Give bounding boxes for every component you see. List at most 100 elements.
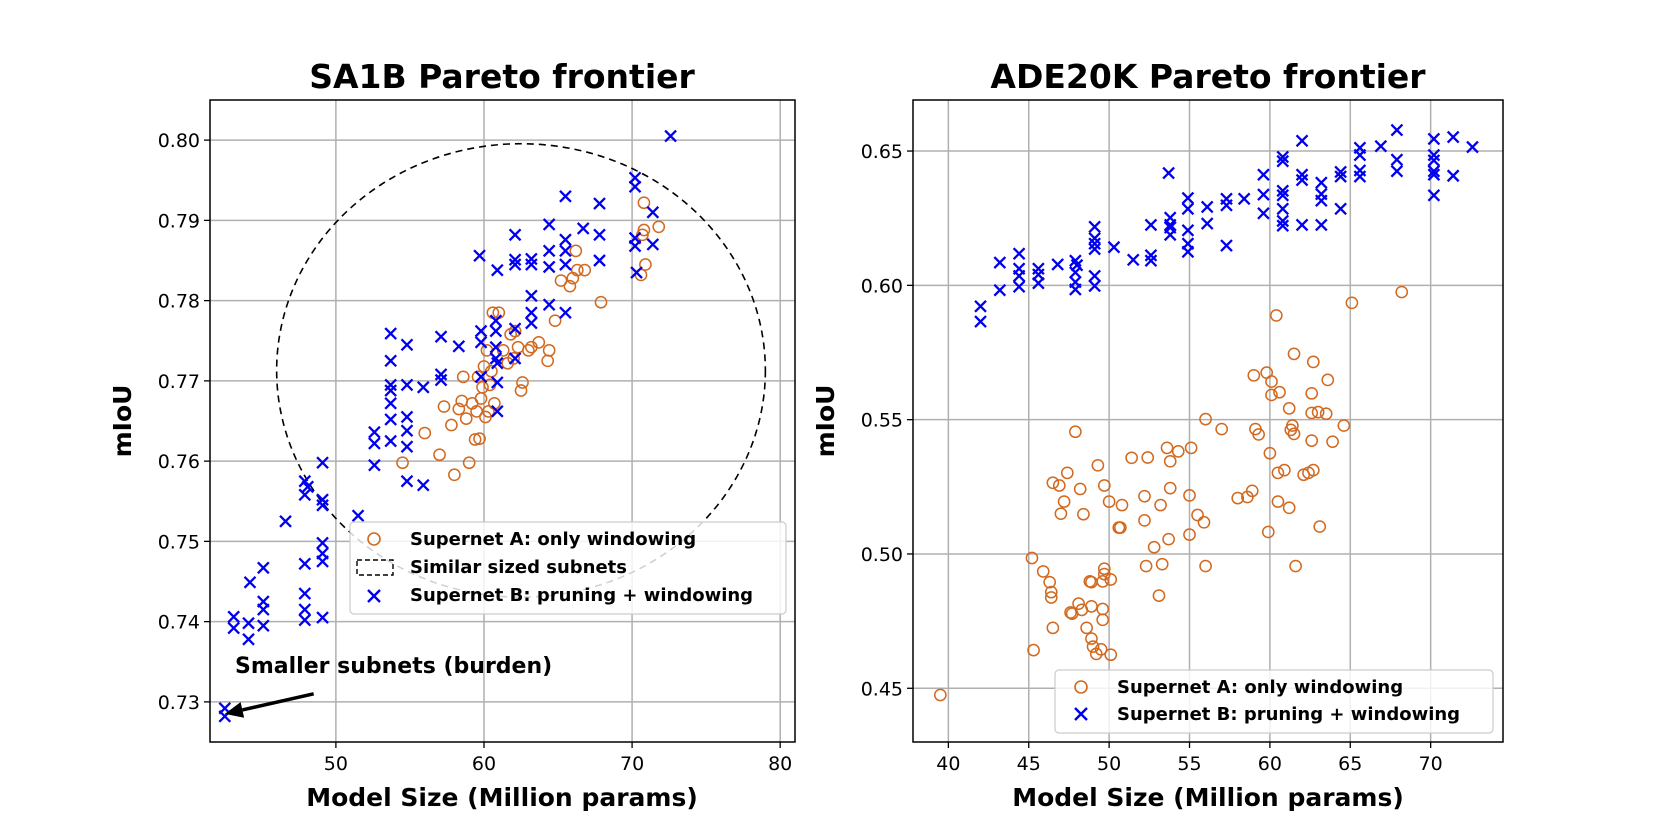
point-supernet-b [491, 356, 504, 370]
point-supernet-b [316, 498, 329, 512]
point-supernet-a [1057, 495, 1071, 508]
point-supernet-a [1155, 557, 1169, 571]
point-supernet-b [1051, 258, 1065, 271]
sa1b-xtick-label: 60 [472, 753, 496, 775]
point-supernet-a [508, 324, 522, 338]
point-supernet-b [628, 180, 642, 193]
point-supernet-b [1334, 170, 1347, 183]
point-supernet-b [993, 256, 1007, 269]
point-supernet-b [384, 384, 397, 397]
point-supernet-a [456, 370, 470, 384]
point-supernet-a [1282, 501, 1296, 515]
point-supernet-b [1181, 245, 1195, 259]
point-supernet-b [542, 298, 556, 311]
point-supernet-b [1012, 269, 1026, 283]
sa1b-ytick-label: 0.80 [158, 130, 200, 152]
point-supernet-a [637, 196, 651, 210]
point-supernet-b [1374, 139, 1388, 153]
point-supernet-b [1427, 148, 1441, 162]
sa1b-legend-box [349, 521, 787, 615]
point-supernet-a [1199, 412, 1212, 426]
point-supernet-a [1273, 385, 1286, 399]
point-supernet-b [316, 493, 329, 506]
point-supernet-b [525, 289, 538, 303]
point-supernet-a [1154, 498, 1167, 512]
point-supernet-a [1147, 540, 1161, 554]
point-supernet-b [279, 514, 292, 528]
point-supernet-b [384, 354, 397, 368]
point-supernet-a [1269, 309, 1283, 322]
point-supernet-b [351, 509, 365, 523]
sa1b-xtick-label: 80 [768, 753, 792, 775]
sa1b-ytick-label: 0.75 [158, 531, 200, 553]
point-supernet-a [1080, 621, 1093, 635]
point-supernet-a [1321, 373, 1335, 387]
point-supernet-b [452, 340, 466, 353]
point-supernet-b [576, 222, 590, 235]
point-supernet-a [1094, 642, 1108, 656]
point-supernet-b [1069, 283, 1082, 296]
point-supernet-a [1125, 451, 1138, 465]
point-supernet-b [1390, 123, 1404, 137]
point-supernet-b [1070, 258, 1084, 272]
point-supernet-b [628, 239, 642, 253]
sa1b-series-supernet-b [218, 129, 677, 723]
point-supernet-b [474, 370, 488, 384]
point-supernet-b [1181, 191, 1195, 205]
ade20k-ytick-label: 0.55 [861, 410, 903, 432]
point-supernet-b [1315, 176, 1328, 190]
point-supernet-a [1265, 375, 1278, 388]
point-supernet-b [301, 480, 315, 494]
point-supernet-a [1231, 491, 1245, 505]
point-supernet-b [508, 228, 522, 242]
point-supernet-a [1271, 495, 1285, 508]
point-supernet-a [1044, 585, 1058, 599]
point-supernet-a [1278, 463, 1291, 477]
point-supernet-b [474, 324, 488, 338]
point-supernet-a [1306, 355, 1320, 369]
point-supernet-a [1183, 528, 1196, 541]
point-supernet-b [434, 373, 448, 387]
point-supernet-a [1069, 425, 1082, 439]
point-supernet-b [434, 330, 448, 344]
point-supernet-b [1012, 247, 1026, 260]
point-supernet-b [298, 557, 312, 571]
point-supernet-b [1163, 228, 1177, 242]
point-supernet-b [1088, 242, 1101, 256]
ade20k-title: ADE20K Pareto frontier [990, 57, 1426, 96]
point-supernet-b [491, 405, 504, 418]
point-supernet-b [316, 555, 329, 568]
point-supernet-b [525, 252, 538, 266]
point-supernet-b [1295, 168, 1309, 181]
point-supernet-a [1044, 591, 1058, 604]
point-supernet-b [1276, 150, 1290, 164]
point-supernet-a [468, 433, 482, 446]
point-supernet-a [1319, 407, 1333, 421]
point-supernet-b [257, 561, 270, 575]
point-supernet-a [1395, 285, 1409, 299]
point-supernet-b [316, 536, 329, 550]
point-supernet-b [316, 611, 329, 624]
point-supernet-b [1276, 189, 1290, 202]
point-supernet-b [298, 603, 312, 616]
point-supernet-b [384, 327, 397, 340]
point-supernet-b [1088, 279, 1101, 293]
point-supernet-a [1265, 388, 1278, 402]
point-supernet-b [508, 258, 522, 271]
point-supernet-b [1257, 168, 1270, 181]
point-supernet-a [933, 688, 947, 702]
point-supernet-b [1088, 232, 1101, 245]
point-supernet-a [1286, 419, 1299, 432]
point-supernet-b [1295, 218, 1309, 232]
ade20k-ytick-label: 0.45 [861, 678, 903, 700]
point-supernet-b [1220, 198, 1233, 212]
ade20k-legend: Supernet A: only windowing Supernet B: p… [1054, 669, 1494, 734]
point-supernet-a [1138, 489, 1151, 503]
point-supernet-a [1160, 441, 1174, 455]
point-supernet-a [1306, 463, 1320, 477]
legend-label-supernet-b: Supernet B: pruning + windowing [410, 585, 753, 606]
point-supernet-a [1096, 575, 1110, 588]
point-supernet-b [1032, 276, 1045, 290]
sa1b-ylabel: mIoU [108, 385, 137, 458]
point-supernet-b [508, 352, 522, 365]
